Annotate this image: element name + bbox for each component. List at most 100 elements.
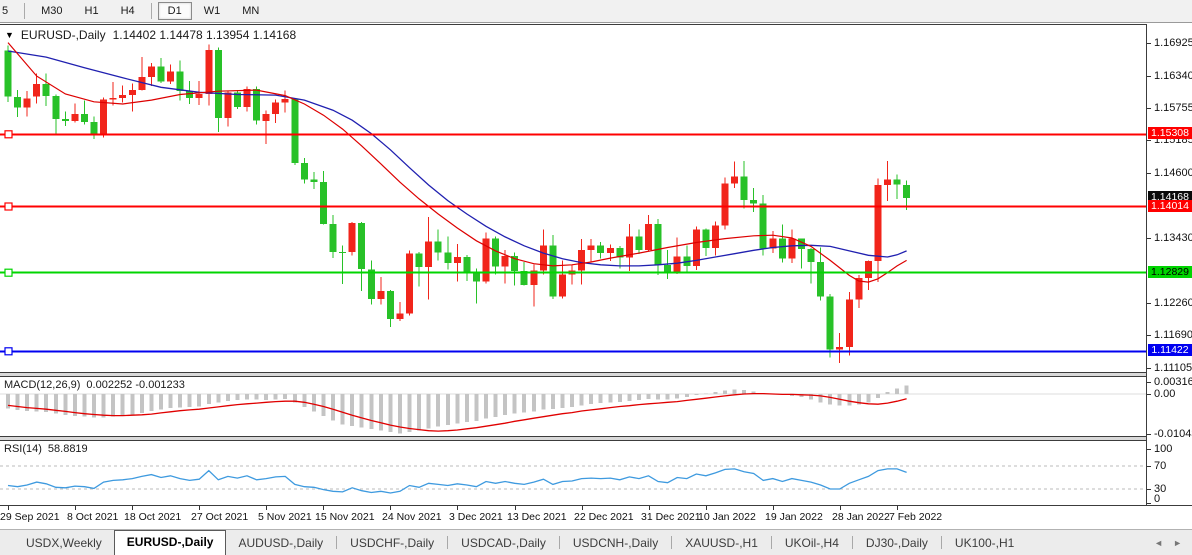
price-tick-label: 1.16925 — [1154, 37, 1192, 49]
tab-xauusd-h1[interactable]: XAUUSD-,H1 — [685, 536, 758, 550]
date-tick-label: 3 Dec 2021 — [449, 511, 503, 523]
date-tick-label: 28 Jan 2022 — [832, 511, 890, 523]
level-price-badge: 1.11422 — [1148, 344, 1192, 356]
macd-canvas[interactable] — [0, 377, 1146, 439]
date-tick-mark — [515, 506, 516, 510]
price-tick-mark — [1147, 238, 1151, 239]
panel-splitter[interactable] — [0, 436, 1192, 441]
chart-symbol-label: EURUSD-,Daily — [20, 28, 106, 42]
rsi-tick-label: 70 — [1154, 460, 1167, 472]
date-tick-mark — [840, 506, 841, 510]
date-tick-label: 18 Oct 2021 — [124, 511, 182, 523]
tab-dj30-daily[interactable]: DJ30-,Daily — [865, 536, 928, 550]
date-tick-label: 24 Nov 2021 — [382, 511, 442, 523]
date-tick-mark — [390, 506, 391, 510]
tab-usdchf-daily[interactable]: USDCHF-,Daily — [350, 536, 435, 550]
price-tick-mark — [1147, 368, 1151, 369]
macd-tick-mark — [1147, 434, 1151, 435]
price-tick-label: 1.11105 — [1154, 362, 1192, 374]
tab-eurusd-daily[interactable]: EURUSD-,Daily — [113, 530, 227, 555]
date-axis[interactable]: 29 Sep 2021 8 Oct 2021 18 Oct 2021 27 Oct 2… — [0, 506, 1192, 529]
tab-separator — [940, 536, 942, 549]
rsi-tick-mark — [1147, 466, 1151, 467]
macd-tick-label: 0.00 — [1154, 388, 1176, 400]
date-tick-label: 19 Jan 2022 — [765, 511, 823, 523]
timeframe-button-MN[interactable]: MN — [242, 5, 260, 17]
macd-values: 0.002252 -0.001233 — [86, 379, 185, 391]
date-tick-label: 22 Dec 2021 — [574, 511, 634, 523]
tab-usdcnh-daily[interactable]: USDCNH-,Daily — [572, 536, 659, 550]
price-tick-mark — [1147, 76, 1151, 77]
tab-ukoil-h4[interactable]: UKOil-,H4 — [784, 536, 839, 550]
tab-separator — [558, 536, 560, 549]
timeframe-button-W1[interactable]: W1 — [203, 5, 221, 17]
date-tick-mark — [649, 506, 650, 510]
timeframe-button-H4[interactable]: H4 — [120, 5, 135, 17]
macd-tick-label: -0.010431 — [1154, 428, 1192, 440]
chart-title: ▼ EURUSD-,Daily 1.14402 1.14478 1.13954 … — [5, 28, 296, 42]
rsi-value: 58.8819 — [47, 443, 88, 455]
macd-name: MACD(12,26,9) — [4, 379, 81, 391]
chart-tab-bar: USDX,Weekly EURUSD-,Daily AUDUSD-,Daily USD… — [0, 529, 1192, 555]
rsi-canvas[interactable] — [0, 441, 1146, 505]
level-handle — [4, 202, 13, 211]
toolbar-separator — [24, 3, 26, 19]
rsi-tick-label: 30 — [1154, 483, 1167, 495]
tab-uk100-h1[interactable]: UK100-,H1 — [954, 536, 1015, 550]
date-tick-mark — [773, 506, 774, 510]
level-price-badge: 1.15308 — [1148, 127, 1192, 139]
price-tick-label: 1.13430 — [1154, 232, 1192, 244]
timeframe-button-M30[interactable]: M30 — [41, 5, 63, 17]
tab-separator — [671, 536, 673, 549]
tab-separator — [851, 536, 853, 549]
price-tick-label: 1.11690 — [1154, 329, 1192, 341]
tab-audusd-daily[interactable]: AUDUSD-,Daily — [238, 536, 324, 550]
rsi-label: RSI(14) 58.8819 — [4, 443, 88, 455]
tab-usdx-weekly[interactable]: USDX,Weekly — [26, 536, 102, 550]
price-scale[interactable]: 1.16925 1.16340 1.15755 1.15185 1.14600 1.134… — [1146, 24, 1192, 505]
date-tick-mark — [582, 506, 583, 510]
price-tick-mark — [1147, 335, 1151, 336]
level-handle — [4, 347, 13, 356]
date-tick-mark — [706, 506, 707, 510]
rsi-tick-mark — [1147, 449, 1151, 450]
price-tick-mark — [1147, 303, 1151, 304]
date-tick-label: 27 Oct 2021 — [191, 511, 249, 523]
date-tick-label: 13 Dec 2021 — [507, 511, 567, 523]
price-tick-label: 1.15755 — [1154, 102, 1192, 114]
rsi-tick-label: 100 — [1154, 443, 1173, 455]
date-tick-mark — [75, 506, 76, 510]
macd-signal-line — [7, 392, 907, 432]
date-tick-label: 5 Nov 2021 — [258, 511, 312, 523]
chart-marker-icon: ▼ — [5, 30, 14, 40]
date-tick-mark — [323, 506, 324, 510]
timeframe-button-5[interactable]: 5 — [2, 5, 9, 17]
main-chart-canvas[interactable] — [0, 25, 1146, 375]
tab-usdcad-daily[interactable]: USDCAD-,Daily — [461, 536, 546, 550]
level-price-badge: 1.14014 — [1148, 200, 1192, 212]
rsi-tick-label: 0 — [1154, 493, 1161, 505]
tab-separator — [336, 536, 338, 549]
date-tick-label: 8 Oct 2021 — [67, 511, 119, 523]
panel-splitter[interactable] — [0, 372, 1192, 377]
macd-panel[interactable]: MACD(12,26,9) 0.002252 -0.001233 — [0, 377, 1146, 439]
date-tick-label: 15 Nov 2021 — [315, 511, 375, 523]
rsi-tick-mark — [1147, 489, 1151, 490]
timeframe-button-D1[interactable]: D1 — [157, 2, 192, 20]
tab-scroll-left-icon[interactable]: ◄ — [1154, 538, 1164, 548]
timeframe-button-H1[interactable]: H1 — [84, 5, 99, 17]
date-tick-label: 29 Sep 2021 — [0, 511, 60, 523]
axis-line — [0, 505, 1192, 506]
date-tick-label: 10 Jan 2022 — [698, 511, 756, 523]
price-tick-mark — [1147, 140, 1151, 141]
tab-scroll-right-icon[interactable]: ► — [1173, 538, 1182, 548]
rsi-panel[interactable]: RSI(14) 58.8819 — [0, 441, 1146, 505]
timeframe-toolbar: 5 M30 H1 H4 D1 W1 MN — [0, 0, 1192, 23]
date-tick-mark — [132, 506, 133, 510]
date-tick-mark — [897, 506, 898, 510]
date-tick-mark — [199, 506, 200, 510]
main-chart-panel[interactable]: ▼ EURUSD-,Daily 1.14402 1.14478 1.13954 … — [0, 24, 1146, 375]
rsi-line — [7, 468, 907, 494]
ma-blue-line — [7, 50, 907, 267]
